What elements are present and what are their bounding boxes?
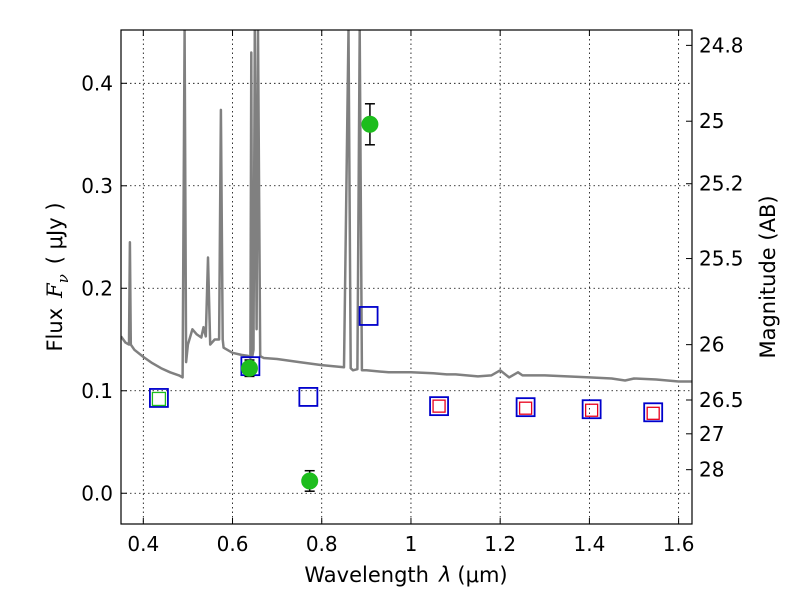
faint-band-point: [151, 391, 167, 407]
model-point: [515, 397, 536, 418]
y-tick-label: 0.3: [81, 174, 113, 198]
y-tick-label: 0.4: [81, 71, 113, 95]
observed-point: [361, 115, 379, 133]
y-tick-label: 0.1: [81, 379, 113, 403]
y2-tick-label: 25.2: [699, 172, 744, 196]
y2-tick-label: 27: [699, 422, 724, 446]
x-label-text: Wavelength: [304, 563, 429, 587]
y-label-symbol: F: [43, 282, 67, 299]
x-tick-label: 1.6: [663, 532, 695, 556]
x-tick-label: 1.4: [573, 532, 605, 556]
model-point: [298, 387, 319, 407]
y2-tick-label: 28: [699, 458, 724, 482]
observed-point: [301, 472, 319, 490]
upper-limit-point: [584, 403, 599, 417]
plot-frame: [120, 29, 693, 525]
series-layer: [121, 30, 692, 492]
x-tick-label: 1: [405, 532, 418, 556]
y-label-subscript: ν: [54, 274, 72, 283]
observed-point: [240, 359, 258, 377]
plot-area: [121, 30, 692, 524]
y-axis-label: Flux Fν ( μJy ): [43, 202, 72, 351]
y-label-text: Flux: [43, 308, 67, 352]
grid: [121, 30, 692, 524]
y-tick-label: 0.0: [81, 481, 113, 505]
y-tick-label: 0.2: [81, 276, 113, 300]
x-label-unit: (μm): [457, 563, 507, 587]
x-label-symbol: λ: [438, 563, 451, 587]
y-label-unit: ( μJy ): [43, 202, 67, 264]
x-tick-label: 0.4: [127, 532, 159, 556]
upper-limit-point: [432, 399, 446, 413]
model-point: [643, 402, 664, 423]
y2-tick-label: 25: [699, 109, 724, 133]
y2-tick-label: 26.5: [699, 388, 744, 412]
model-point: [149, 388, 169, 408]
model-point: [358, 306, 379, 326]
upper-limit-point: [646, 406, 660, 420]
y2-tick-label: 24.8: [699, 33, 744, 57]
x-tick-label: 0.6: [217, 532, 249, 556]
y2-tick-label: 25.5: [699, 247, 744, 271]
x-tick-label: 0.8: [306, 532, 338, 556]
axis-ticks: 0.4 0.6 0.8 1 1.2 1.4 1.6 0.0 0.1 0.2 0.3 0.4 24.8 25…: [81, 30, 744, 556]
upper-limit-point: [518, 401, 533, 415]
y2-tick-label: 26: [699, 333, 724, 357]
model-point: [581, 399, 602, 420]
x-axis-label: Wavelength λ (μm): [304, 563, 507, 587]
y2-axis-label: Magnitude (AB): [756, 195, 780, 358]
model-point: [429, 396, 449, 417]
x-tick-label: 1.2: [484, 532, 516, 556]
model-spectrum-line: [121, 30, 692, 383]
